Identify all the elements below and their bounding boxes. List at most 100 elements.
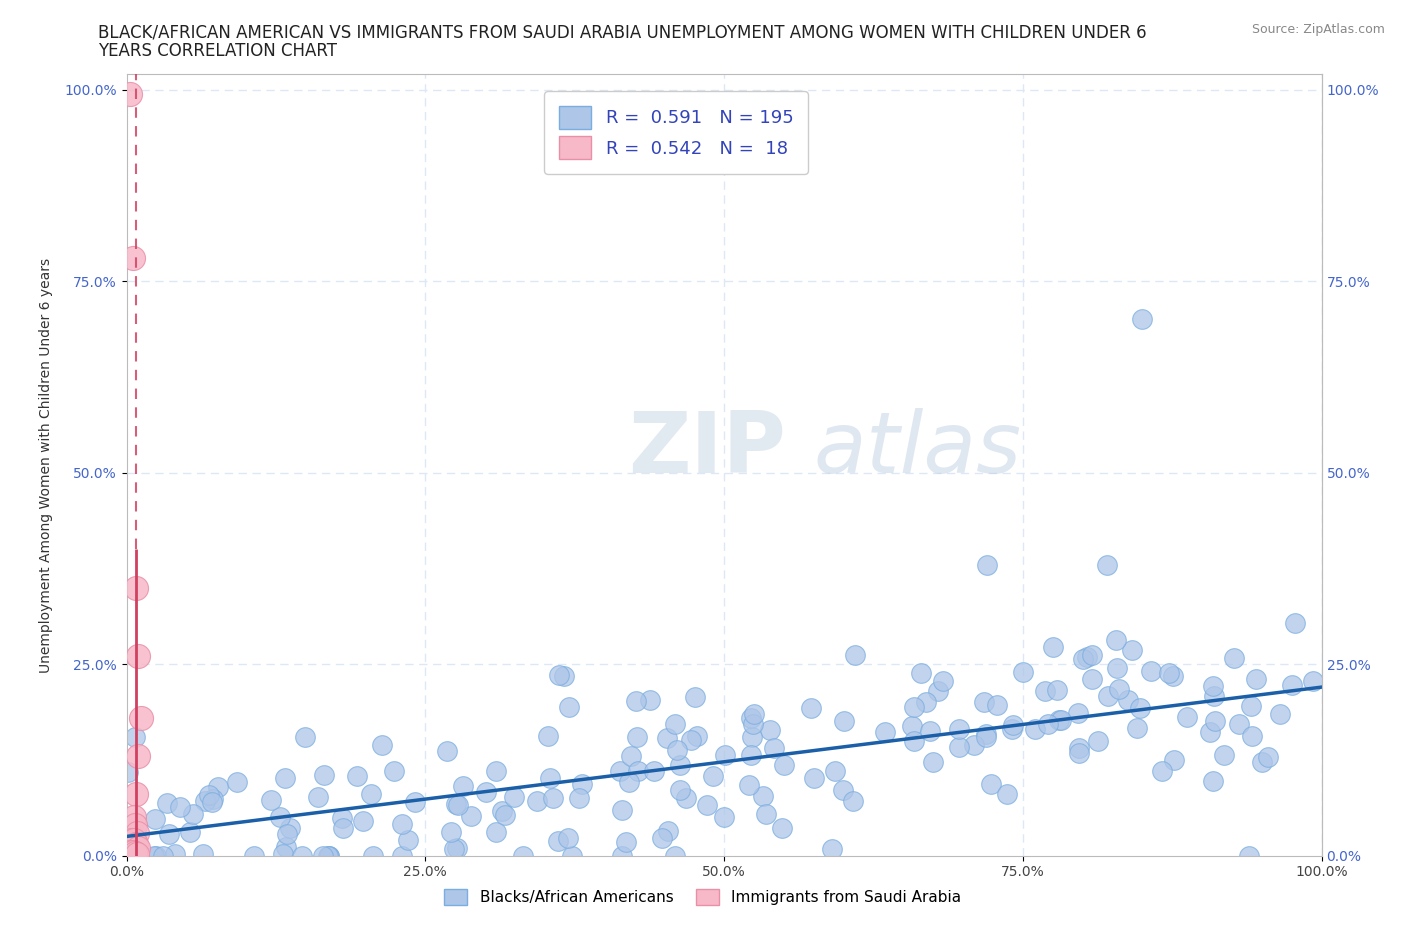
Point [1213, 748, 1236, 763]
Point [686, 728, 709, 743]
Point [543, 790, 565, 805]
Point [1139, 664, 1161, 679]
Point [1126, 721, 1149, 736]
Point [271, 847, 294, 862]
Point [655, 731, 678, 746]
Point [307, 790, 329, 804]
Point [129, 711, 152, 725]
Point [485, 764, 508, 778]
Point [127, 825, 149, 840]
Point [557, 830, 579, 845]
Text: YEARS CORRELATION CHART: YEARS CORRELATION CHART [98, 42, 337, 60]
Point [614, 834, 637, 849]
Point [125, 580, 148, 595]
Point [1042, 639, 1064, 654]
Point [291, 848, 314, 863]
Point [1116, 693, 1139, 708]
Point [1202, 688, 1225, 703]
Point [1067, 706, 1090, 721]
Point [316, 848, 339, 863]
Point [451, 778, 474, 793]
Y-axis label: Unemployment Among Women with Children Under 6 years: Unemployment Among Women with Children U… [39, 258, 53, 672]
Point [803, 771, 825, 786]
Point [669, 757, 692, 772]
Point [1047, 712, 1070, 727]
Point [1050, 712, 1073, 727]
Point [179, 825, 201, 840]
Point [207, 780, 229, 795]
Point [1150, 764, 1173, 778]
Point [1284, 616, 1306, 631]
Point [832, 783, 855, 798]
Point [1081, 647, 1104, 662]
Point [742, 717, 765, 732]
Point [391, 817, 413, 831]
Point [117, 765, 139, 780]
Point [824, 764, 846, 778]
Point [770, 820, 793, 835]
Point [120, 844, 142, 859]
Point [278, 820, 301, 835]
Point [121, 844, 143, 859]
Point [260, 792, 283, 807]
Point [124, 730, 146, 745]
Point [127, 841, 149, 856]
Point [127, 846, 149, 861]
Point [318, 848, 340, 863]
Point [169, 800, 191, 815]
Point [713, 810, 735, 825]
Point [201, 791, 224, 806]
Point [127, 649, 149, 664]
Point [664, 848, 686, 863]
Point [143, 848, 166, 863]
Point [537, 728, 560, 743]
Point [842, 793, 865, 808]
Point [657, 824, 679, 839]
Point [484, 824, 506, 839]
Point [963, 738, 986, 753]
Point [617, 775, 640, 790]
Point [1202, 773, 1225, 788]
Point [1076, 650, 1098, 665]
Point [1097, 688, 1119, 703]
Point [1067, 746, 1090, 761]
Point [1024, 722, 1046, 737]
Point [571, 777, 593, 791]
Point [612, 848, 634, 863]
Point [1251, 754, 1274, 769]
Point [948, 740, 970, 755]
Point [274, 771, 297, 786]
Point [873, 724, 896, 739]
Point [314, 767, 336, 782]
Point [1121, 642, 1143, 657]
Point [124, 846, 146, 861]
Point [1198, 724, 1220, 739]
Point [404, 795, 426, 810]
Point [346, 768, 368, 783]
Legend: R =  0.591   N = 195, R =  0.542   N =  18: R = 0.591 N = 195, R = 0.542 N = 18 [544, 91, 808, 174]
Point [620, 749, 643, 764]
Point [1229, 717, 1251, 732]
Point [330, 810, 353, 825]
Point [927, 684, 949, 698]
Point [1071, 651, 1094, 666]
Point [1087, 734, 1109, 749]
Point [494, 808, 516, 823]
Point [910, 666, 932, 681]
Point [332, 820, 354, 835]
Point [626, 729, 648, 744]
Point [1257, 750, 1279, 764]
Point [1202, 679, 1225, 694]
Point [526, 794, 548, 809]
Point [198, 788, 221, 803]
Point [361, 848, 384, 863]
Point [553, 668, 575, 683]
Point [121, 251, 143, 266]
Point [997, 787, 1019, 802]
Point [675, 790, 697, 805]
Point [503, 790, 526, 804]
Point [446, 840, 468, 855]
Point [679, 733, 702, 748]
Point [120, 86, 142, 101]
Point [1281, 677, 1303, 692]
